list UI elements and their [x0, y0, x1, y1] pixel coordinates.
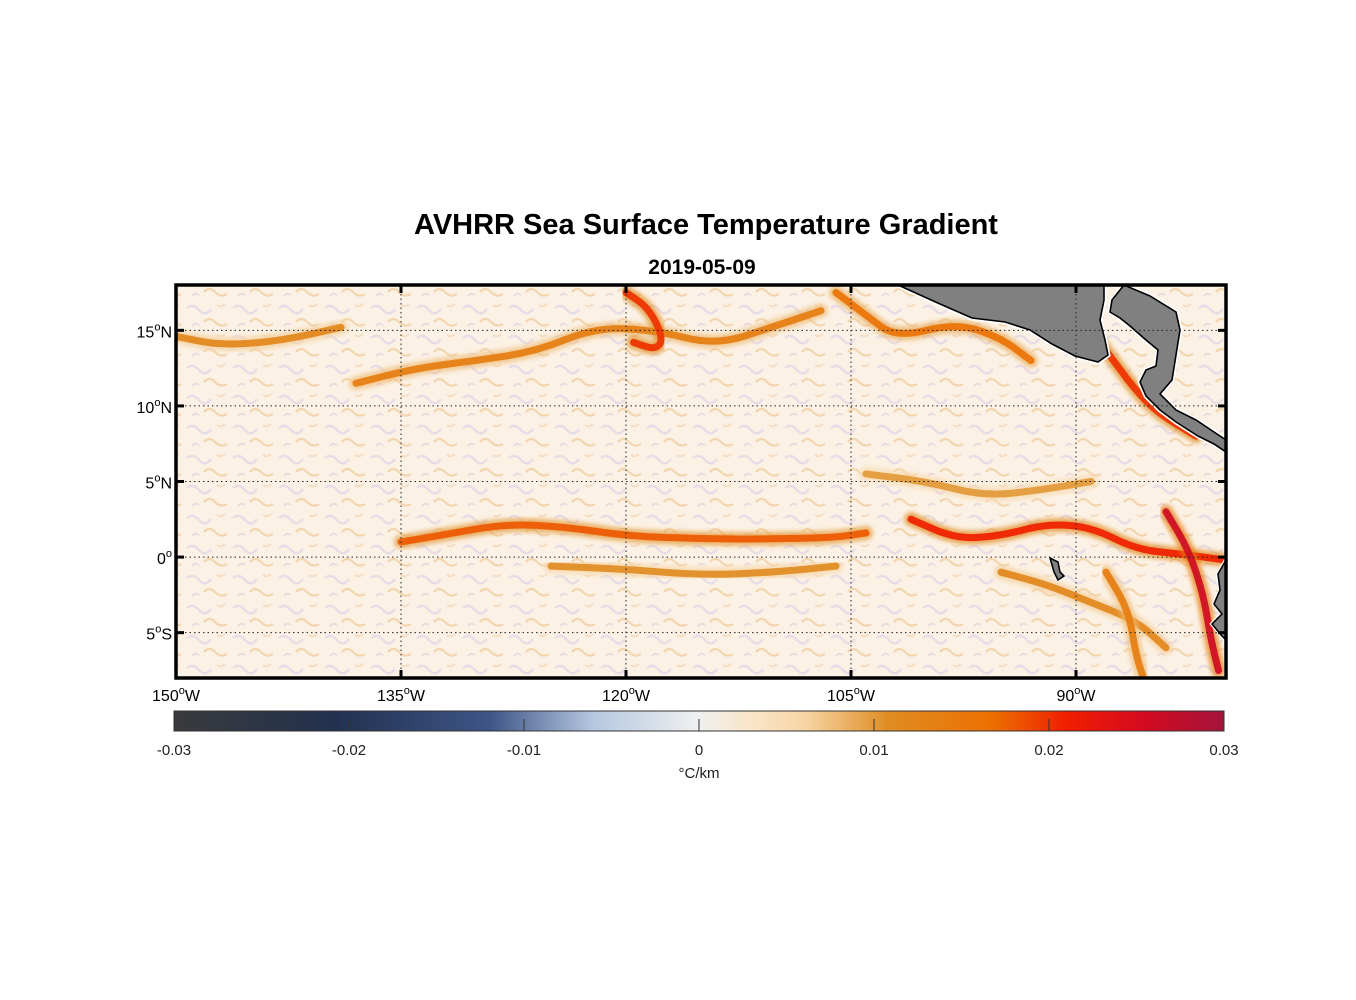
latitude-labels: 15oN 10oN 5oN 0o 5oS	[137, 321, 172, 643]
chart-title: AVHRR Sea Surface Temperature Gradient	[414, 209, 998, 241]
longitude-labels: 150oW 135oW 120oW 105oW 90oW	[152, 685, 1096, 705]
north-front-east	[832, 289, 1035, 365]
mid-north-front	[862, 470, 1095, 498]
colorbar-unit: °C/km	[679, 765, 720, 782]
colorbar-tick-label: -0.01	[507, 742, 541, 759]
lat-label: 5oN	[145, 473, 172, 493]
lat-label: 0o	[157, 548, 172, 568]
east-equatorial-front	[907, 515, 1226, 564]
lon-label: 120oW	[602, 685, 651, 705]
gradient-fronts	[176, 285, 1226, 678]
lon-label: 135oW	[377, 685, 426, 705]
map-panel	[176, 285, 1226, 678]
lat-label: 15oN	[137, 321, 172, 341]
lon-label: 90oW	[1056, 685, 1096, 705]
colorbar: -0.03 -0.02 -0.01 0 0.01 0.02 0.03 °C/km	[157, 710, 1239, 782]
chart-subtitle: 2019-05-09	[648, 256, 755, 279]
colorbar-tick-label: -0.02	[332, 742, 366, 759]
colorbar-ticks: -0.03 -0.02 -0.01 0 0.01 0.02 0.03	[157, 719, 1239, 759]
central-america-land-outline	[897, 285, 1109, 363]
north-front-west	[176, 323, 345, 348]
colorbar-tick-label: 0	[695, 742, 703, 759]
frame-ticks	[174, 285, 1226, 678]
lon-label: 150oW	[152, 685, 201, 705]
south-equatorial-front	[547, 562, 840, 578]
north-eddy-front	[622, 289, 665, 352]
coastal-front-south	[1162, 508, 1222, 674]
equatorial-front	[397, 521, 870, 546]
colorbar-tick-label: -0.03	[157, 742, 191, 759]
colorbar-tick-label: 0.01	[859, 742, 888, 759]
southeast-front-2	[1102, 568, 1147, 678]
lat-label: 10oN	[137, 397, 172, 417]
colorbar-tick-label: 0.03	[1209, 742, 1238, 759]
galapagos-islands-outline	[1048, 556, 1066, 582]
lon-label: 105oW	[827, 685, 876, 705]
north-front-mid	[352, 307, 825, 387]
colorbar-tick-label: 0.02	[1034, 742, 1063, 759]
lat-label: 5oS	[146, 624, 172, 644]
